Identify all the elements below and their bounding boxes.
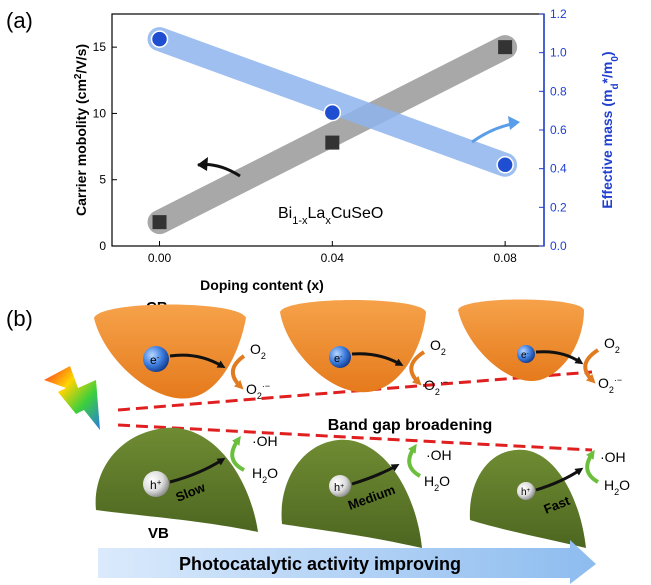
electron-transfer-arrow-2 [351, 352, 404, 366]
right-tick-label-6: 1.2 [550, 7, 567, 21]
electron-transfer-arrow-3 [535, 350, 584, 365]
right-tick-label-1: 0.2 [550, 200, 567, 214]
o2-reduction-arrow-2 [409, 350, 426, 386]
trend-band-0 [147, 35, 518, 235]
oh-label-1: ·OH [252, 433, 278, 449]
oh-label-2: ·OH [426, 447, 452, 463]
band-gap-text: Band gap broadening [328, 417, 492, 434]
vb-edge-dashed-line [117, 423, 593, 452]
compound-formula: Bi1-xLaxCuSeO [278, 205, 383, 227]
mobility-point-2 [498, 40, 513, 55]
o2-label-2: O2 [430, 337, 446, 357]
superoxide-label-2: O2·− [424, 377, 448, 397]
vb-label: VB [148, 525, 169, 542]
electron-transfer-arrow-1 [169, 353, 226, 369]
panel-b-label: (b) [6, 306, 33, 331]
h2o-label-1: H2O [252, 465, 278, 485]
svg-text:e-: e- [334, 353, 343, 365]
panel-a-label: (a) [6, 8, 33, 33]
right-axis-pointer-arrow [471, 122, 513, 144]
o2-label-3: O2 [604, 335, 620, 355]
oxidation-labels: ·OH ·OH ·OH H2O H2O H2O [252, 433, 630, 497]
left-arrow-head [197, 157, 208, 171]
left-tick-label-3: 15 [93, 40, 107, 54]
activity-arrow [98, 540, 596, 584]
oxidation-arrow-1 [230, 435, 245, 472]
cb-bowl-2 [280, 300, 426, 393]
superoxide-label-1: O2·− [246, 381, 270, 401]
x-axis-ticks: 0.00 0.04 0.08 [148, 241, 517, 265]
o2-reduction-arrow-3 [583, 348, 600, 384]
hole-1: h+ [143, 471, 169, 497]
left-tick-label-0: 0 [99, 239, 106, 253]
mobility-point-0 [152, 215, 167, 230]
hole-transfer-arrow-2 [351, 464, 400, 486]
x-tick-label-0: 0.00 [148, 251, 172, 265]
right-tick-label-0: 0.0 [550, 239, 567, 253]
activity-text: Photocatalytic activity improving [179, 554, 461, 574]
left-tick-label-2: 10 [93, 106, 107, 120]
right-tick-label-5: 1.0 [550, 46, 567, 60]
oxidation-arrow-2 [407, 443, 422, 478]
left-axis-ticks: 0 5 10 15 [93, 40, 117, 253]
hole-2: h+ [329, 475, 351, 497]
right-tick-label-3: 0.6 [550, 123, 567, 137]
h2o-label-3: H2O [604, 477, 630, 497]
mass-point-1 [323, 103, 342, 122]
oh-label-3: ·OH [600, 449, 626, 465]
hole-transfer-arrow-1 [169, 457, 226, 484]
svg-text:e-: e- [521, 350, 529, 361]
svg-text:e-: e- [150, 353, 160, 368]
svg-text:h+: h+ [150, 478, 162, 493]
electron-3: e- [517, 345, 535, 363]
o2-labels: O2 O2 O2 O2·− O2·− O2·− [246, 335, 622, 401]
trend-bands [147, 27, 518, 235]
vb-dome-2 [281, 439, 422, 548]
oxidation-arrow-3 [585, 449, 600, 484]
trend-band-1 [147, 27, 518, 177]
left-axis-title: Carrier mobolity (cm2/V/s) [73, 44, 90, 216]
mobility-point-1 [325, 135, 340, 150]
o2-reduction-arrow-1 [231, 354, 246, 390]
o2-label-1: O2 [250, 341, 266, 361]
hole-3: h+ [517, 482, 535, 500]
x-tick-label-2: 0.08 [493, 251, 517, 265]
right-axis-title: Effective mass (md*/m0) [599, 51, 621, 208]
left-tick-label-1: 5 [99, 173, 106, 187]
mass-point-0 [150, 30, 169, 48]
right-arrow-head [508, 116, 520, 130]
svg-text:h+: h+ [521, 487, 531, 498]
cb-bowl-3 [458, 299, 584, 381]
hole-transfer-arrow-3 [535, 467, 584, 492]
electron-2: e- [329, 346, 351, 368]
electron-1: e- [143, 346, 169, 372]
cb-bowl-1 [94, 304, 246, 399]
x-tick-label-1: 0.04 [321, 251, 345, 265]
superoxide-label-3: O2·− [598, 375, 622, 395]
x-axis-title: Doping content (x) [200, 277, 324, 293]
right-tick-label-2: 0.4 [550, 162, 567, 176]
right-tick-label-4: 0.8 [550, 84, 567, 98]
svg-text:h+: h+ [334, 482, 344, 494]
light-bolt-icon [44, 366, 100, 430]
right-axis-ticks: 0.0 0.2 0.4 0.6 0.8 1.0 1.2 [539, 7, 567, 253]
data-markers [150, 30, 514, 230]
h2o-label-2: H2O [424, 473, 450, 493]
mass-point-2 [496, 156, 514, 174]
